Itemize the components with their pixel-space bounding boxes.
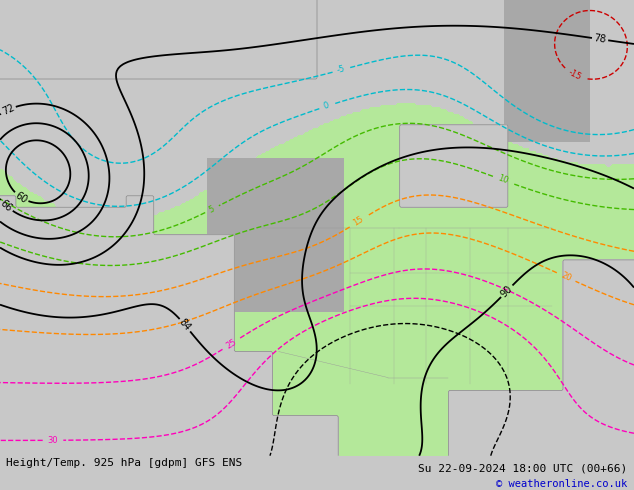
Text: 90: 90 <box>499 283 515 299</box>
Text: 66: 66 <box>0 198 14 214</box>
Text: 78: 78 <box>593 33 607 45</box>
Text: Su 22-09-2024 18:00 UTC (00+66): Su 22-09-2024 18:00 UTC (00+66) <box>418 464 628 474</box>
Text: -5: -5 <box>336 65 347 75</box>
Text: 15: 15 <box>351 215 365 228</box>
Text: 30: 30 <box>48 436 58 445</box>
Text: 20: 20 <box>559 271 573 283</box>
Text: 60: 60 <box>13 190 29 205</box>
Text: 25: 25 <box>224 337 238 350</box>
Text: 84: 84 <box>178 317 193 333</box>
Text: -15: -15 <box>567 68 583 82</box>
Text: Height/Temp. 925 hPa [gdpm] GFS ENS: Height/Temp. 925 hPa [gdpm] GFS ENS <box>6 458 243 468</box>
Text: 5: 5 <box>208 204 216 214</box>
Text: © weatheronline.co.uk: © weatheronline.co.uk <box>496 479 628 489</box>
Text: 0: 0 <box>323 101 330 111</box>
Text: 72: 72 <box>1 103 16 117</box>
Text: 10: 10 <box>496 174 509 186</box>
